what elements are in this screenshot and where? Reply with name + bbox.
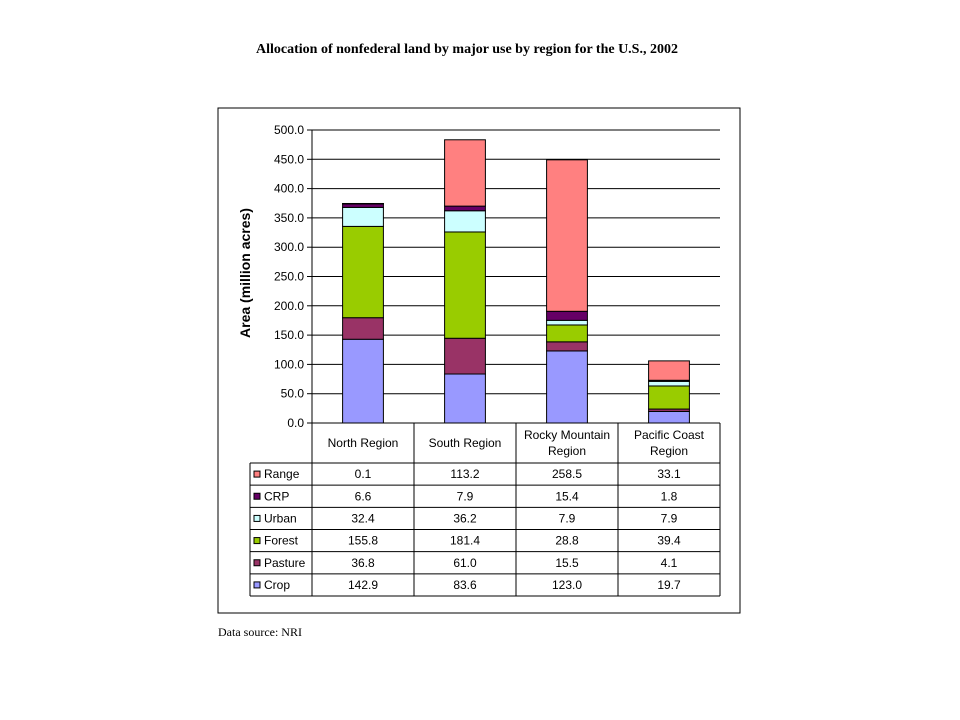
data-table-value: 36.2	[453, 511, 477, 525]
y-axis-ticks: 0.0 50.0 100.0 150.0 200.0 250.0 300.0 350.0 400…	[274, 123, 313, 430]
data-table-value: 6.6	[355, 489, 372, 503]
bar-forest	[444, 231, 486, 339]
bar-range	[648, 360, 690, 381]
bar-crop	[444, 373, 486, 424]
bar-forest	[342, 225, 384, 319]
bar-crop	[342, 338, 384, 424]
y-tick-label: 350.0	[274, 211, 304, 225]
bar-pasture	[444, 337, 486, 375]
y-tick-label: 300.0	[274, 240, 304, 254]
legend-label: Pasture	[264, 556, 306, 570]
bar-pasture	[342, 317, 384, 340]
bar-crop	[546, 350, 588, 424]
legend-label: CRP	[264, 489, 289, 503]
data-table-value: 28.8	[555, 534, 579, 548]
y-tick-label: 50.0	[281, 387, 305, 401]
data-table-value: 258.5	[552, 467, 582, 481]
data-table-value: 15.5	[555, 556, 579, 570]
legend-label: Range	[264, 467, 300, 481]
y-tick-label: 0.0	[287, 416, 304, 430]
bar-urban	[342, 206, 384, 227]
chart-title: Allocation of nonfederal land by major u…	[256, 42, 678, 57]
legend-swatch-pasture	[253, 559, 261, 567]
data-table-value: 15.4	[555, 489, 579, 503]
bar-range	[444, 139, 486, 207]
data-table-value: 123.0	[552, 578, 582, 592]
y-tick-label: 400.0	[274, 182, 304, 196]
x-category-label: Rocky Mountain	[524, 428, 610, 442]
y-tick-label: 450.0	[274, 152, 304, 166]
bar-crp	[546, 310, 588, 321]
bar-range	[546, 159, 588, 312]
legend-swatch-crp	[253, 492, 261, 500]
data-table-value: 142.9	[348, 578, 378, 592]
data-table-value: 61.0	[453, 556, 477, 570]
legend-swatch-range	[253, 470, 261, 478]
data-table-value: 83.6	[453, 578, 477, 592]
x-category-label: Region	[650, 444, 688, 458]
bar-urban	[546, 319, 588, 326]
y-tick-label: 100.0	[274, 357, 304, 371]
data-table-value: 33.1	[657, 467, 681, 481]
data-table-value: 0.1	[355, 467, 372, 481]
legend-swatch-urban	[253, 514, 261, 522]
data-table-value: 1.8	[661, 489, 678, 503]
legend-label: Forest	[264, 534, 299, 548]
data-table: North Region South Region Rocky Mountain Re…	[249, 423, 721, 597]
data-table-value: 39.4	[657, 534, 681, 548]
y-tick-label: 250.0	[274, 270, 304, 284]
y-tick-label: 150.0	[274, 328, 304, 342]
data-table-value: 181.4	[450, 534, 480, 548]
y-tick-label: 500.0	[274, 123, 304, 137]
x-category-label: North Region	[328, 436, 399, 450]
y-axis-label: Area (million acres)	[237, 208, 253, 338]
bar-crop	[648, 410, 690, 424]
data-table-value: 19.7	[657, 578, 681, 592]
bar-range	[342, 202, 384, 205]
data-table-value: 155.8	[348, 534, 378, 548]
data-table-value: 7.9	[661, 511, 678, 525]
data-table-value: 7.9	[457, 489, 474, 503]
bar-pasture	[546, 341, 588, 352]
bar-urban	[648, 380, 690, 387]
data-source-note: Data source: NRI	[218, 625, 302, 639]
y-tick-label: 200.0	[274, 299, 304, 313]
data-table-value: 4.1	[661, 556, 678, 570]
bar-urban	[444, 210, 486, 233]
data-table-value: 32.4	[351, 511, 375, 525]
bars	[342, 139, 690, 424]
bar-crp	[444, 205, 486, 212]
x-category-label: Region	[548, 444, 586, 458]
x-category-label: Pacific Coast	[634, 428, 705, 442]
legend-label: Crop	[264, 578, 290, 592]
x-category-label: South Region	[429, 436, 502, 450]
data-table-value: 113.2	[450, 467, 479, 481]
legend-swatch-forest	[253, 537, 261, 545]
legend-label: Urban	[264, 511, 297, 525]
data-table-value: 7.9	[559, 511, 576, 525]
data-table-value: 36.8	[351, 556, 375, 570]
legend-swatch-crop	[253, 581, 261, 589]
bar-forest	[648, 385, 690, 410]
bar-forest	[546, 324, 588, 343]
